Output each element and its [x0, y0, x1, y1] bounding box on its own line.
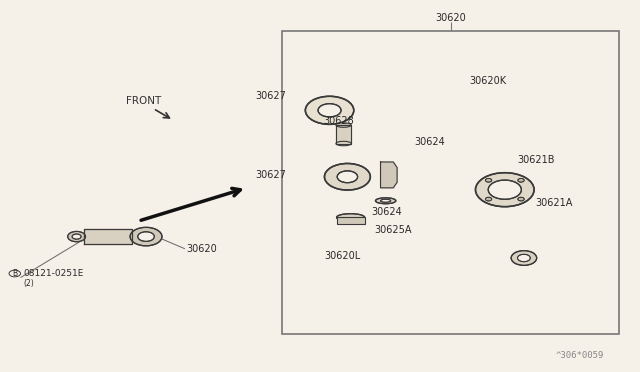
Circle shape: [518, 197, 524, 201]
Polygon shape: [336, 125, 351, 144]
Ellipse shape: [488, 180, 522, 199]
Text: 30621A: 30621A: [536, 198, 573, 208]
Circle shape: [485, 197, 492, 201]
Circle shape: [72, 234, 81, 239]
Text: 08121-0251E: 08121-0251E: [23, 269, 83, 278]
Ellipse shape: [336, 141, 351, 146]
Ellipse shape: [138, 232, 154, 241]
Text: 30624: 30624: [371, 207, 402, 217]
Text: 30628: 30628: [323, 116, 354, 126]
Ellipse shape: [318, 104, 341, 117]
Text: 30625A: 30625A: [374, 225, 412, 235]
Text: B: B: [12, 269, 17, 278]
Ellipse shape: [376, 198, 396, 204]
Ellipse shape: [324, 163, 371, 190]
Ellipse shape: [130, 227, 162, 246]
Circle shape: [511, 251, 537, 265]
Text: 30624: 30624: [414, 137, 445, 147]
Ellipse shape: [476, 173, 534, 207]
Circle shape: [518, 254, 531, 262]
Text: FRONT: FRONT: [125, 96, 161, 106]
Ellipse shape: [337, 214, 365, 221]
Text: 30627: 30627: [255, 170, 286, 180]
Circle shape: [485, 179, 492, 182]
Ellipse shape: [336, 123, 351, 127]
Circle shape: [68, 231, 86, 242]
Polygon shape: [84, 229, 132, 244]
Ellipse shape: [305, 96, 354, 124]
Text: 30627: 30627: [255, 90, 286, 100]
Text: 30620L: 30620L: [324, 251, 361, 261]
Ellipse shape: [381, 199, 391, 202]
Text: 30620: 30620: [186, 244, 217, 254]
Ellipse shape: [337, 171, 358, 183]
Text: 30620: 30620: [435, 13, 466, 23]
Bar: [337, 217, 365, 224]
Polygon shape: [381, 162, 397, 188]
Circle shape: [518, 179, 524, 182]
Bar: [282, 31, 620, 334]
Text: 30620K: 30620K: [470, 76, 507, 86]
Text: 30621B: 30621B: [518, 155, 555, 165]
Text: (2): (2): [24, 279, 35, 288]
Text: ^306*0059: ^306*0059: [556, 350, 604, 360]
